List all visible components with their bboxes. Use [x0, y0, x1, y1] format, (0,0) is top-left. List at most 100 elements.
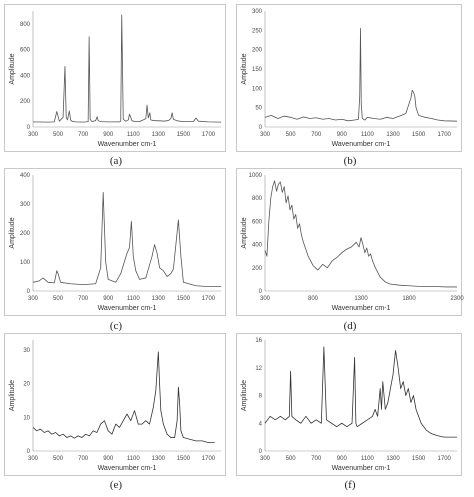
x-tick-label: 300 [260, 296, 271, 302]
chart-svg-f: 0 4 8 12 16 300 500 700 900 1100 1300 1500 1700 Waven… [241, 338, 457, 472]
y-tick-label: 100 [20, 260, 31, 266]
series-line [264, 27, 458, 122]
y-tick-label: 150 [252, 67, 263, 73]
x-tick-label: 800 [308, 296, 319, 302]
x-tick-label: 900 [337, 456, 348, 462]
chart-panel-e: 0 10 20 30 300 500 700 900 1100 1300 1500 1700 Waven… [4, 333, 226, 476]
x-tick-label: 500 [53, 132, 64, 138]
y-tick-label: 400 [20, 173, 31, 179]
y-tick-label: 200 [20, 99, 31, 105]
chart-caption-e: (e) [109, 479, 123, 491]
y-tick-label: 800 [252, 196, 263, 202]
series-line [264, 346, 457, 438]
chart-panel-c: 0 100 200 300 400 300 500 700 900 1100 1300 1500 170… [4, 168, 226, 316]
chart-caption-c: (c) [109, 320, 123, 332]
chart-panel-d: 0 200 400 600 800 1000 300 800 1300 1800 2300 Waven… [236, 168, 464, 316]
x-tick-label: 1100 [361, 132, 375, 138]
y-tick-label: 20 [23, 382, 30, 388]
y-tick-label: 200 [252, 48, 263, 54]
y-tick-label: 600 [252, 219, 263, 225]
chart-svg-c: 0 100 200 300 400 300 500 700 900 1100 1300 1500 170… [9, 173, 221, 312]
x-tick-label: 500 [286, 456, 297, 462]
y-tick-label: 250 [252, 28, 263, 34]
x-tick-label: 900 [103, 456, 114, 462]
y-tick-label: 0 [27, 449, 31, 455]
x-axis-label: Wavenumber cm-1 [98, 141, 157, 148]
chart-caption-b: (b) [343, 155, 357, 167]
y-tick-label: 10 [23, 415, 30, 421]
x-tick-label: 300 [260, 132, 271, 138]
x-axis-label: Wavenumber cm-1 [332, 465, 391, 472]
y-axis-label: Amplitude [241, 380, 248, 411]
x-tick-label: 1700 [202, 296, 216, 302]
x-tick-label: 500 [53, 456, 64, 462]
x-tick-label: 1700 [438, 456, 452, 462]
x-tick-label: 300 [28, 456, 39, 462]
y-tick-label: 300 [20, 202, 31, 208]
x-tick-label: 1500 [412, 132, 426, 138]
x-tick-label: 500 [286, 132, 297, 138]
chart-svg-d: 0 200 400 600 800 1000 300 800 1300 1800 2300 Waven… [241, 173, 464, 312]
y-tick-label: 200 [252, 266, 263, 272]
x-axis-label: Wavenumber cm-1 [98, 305, 157, 312]
y-tick-label: 50 [255, 106, 262, 112]
y-tick-label: 400 [20, 73, 31, 79]
x-tick-label: 900 [103, 132, 114, 138]
y-axis-label: Amplitude [241, 217, 248, 248]
y-tick-label: 200 [20, 231, 31, 237]
x-tick-label: 700 [311, 132, 322, 138]
chart-svg-a: 0 200 400 600 800 300 500 700 900 1100 1300 1500 170… [9, 11, 222, 148]
x-tick-label: 1300 [152, 132, 166, 138]
chart-caption-a: (a) [109, 155, 123, 167]
y-tick-label: 8 [259, 394, 263, 400]
y-tick-label: 0 [27, 125, 31, 131]
x-tick-label: 900 [337, 132, 348, 138]
x-tick-label: 500 [53, 296, 64, 302]
x-axis-label: Wavenumber cm-1 [332, 305, 391, 312]
x-tick-label: 1100 [127, 296, 141, 302]
series-line [32, 14, 222, 123]
y-tick-label: 30 [23, 348, 30, 354]
x-tick-label: 900 [103, 296, 114, 302]
y-tick-label: 800 [20, 22, 31, 28]
x-tick-label: 1500 [177, 132, 191, 138]
chart-svg-e: 0 10 20 30 300 500 700 900 1100 1300 1500 1700 Waven… [9, 340, 221, 472]
y-tick-label: 0 [27, 289, 31, 295]
y-axis-label: Amplitude [9, 53, 16, 84]
x-tick-label: 1500 [177, 296, 191, 302]
chart-panel-f: 0 4 8 12 16 300 500 700 900 1100 1300 1500 1700 Waven… [236, 333, 462, 476]
y-tick-label: 4 [259, 421, 263, 427]
x-tick-label: 700 [311, 456, 322, 462]
x-tick-label: 1100 [127, 132, 141, 138]
x-tick-label: 1700 [438, 132, 452, 138]
x-tick-label: 700 [78, 456, 89, 462]
chart-svg-b: 0 50 100 150 200 250 300 300 500 700 900 1100 1300 15… [241, 9, 458, 148]
y-tick-label: 400 [252, 243, 263, 249]
x-tick-label: 300 [28, 132, 39, 138]
y-tick-label: 0 [259, 125, 263, 131]
series-line [264, 180, 457, 288]
x-tick-label: 300 [260, 456, 271, 462]
x-axis-label: Wavenumber cm-1 [98, 465, 157, 472]
x-tick-label: 1100 [361, 456, 375, 462]
x-tick-label: 1700 [202, 132, 216, 138]
y-tick-label: 300 [252, 9, 263, 15]
x-tick-label: 1500 [177, 456, 191, 462]
x-tick-label: 1300 [386, 456, 400, 462]
y-tick-label: 0 [259, 289, 263, 295]
chart-panel-a: 0 200 400 600 800 300 500 700 900 1100 1300 1500 170… [4, 4, 226, 152]
y-axis-label: Amplitude [9, 380, 16, 411]
y-tick-label: 16 [255, 338, 262, 344]
x-tick-label: 1300 [152, 456, 166, 462]
x-tick-label: 1300 [354, 296, 368, 302]
x-tick-label: 1700 [202, 456, 216, 462]
x-tick-label: 700 [78, 296, 89, 302]
x-tick-label: 700 [78, 132, 89, 138]
chart-caption-f: (f) [344, 479, 356, 491]
x-axis-label: Wavenumber cm-1 [332, 141, 391, 148]
y-axis-label: Amplitude [9, 217, 16, 248]
series-line [32, 351, 215, 443]
chart-panel-b: 0 50 100 150 200 250 300 300 500 700 900 1100 1300 15… [236, 4, 462, 152]
x-tick-label: 1500 [412, 456, 426, 462]
x-tick-label: 2300 [450, 296, 464, 302]
